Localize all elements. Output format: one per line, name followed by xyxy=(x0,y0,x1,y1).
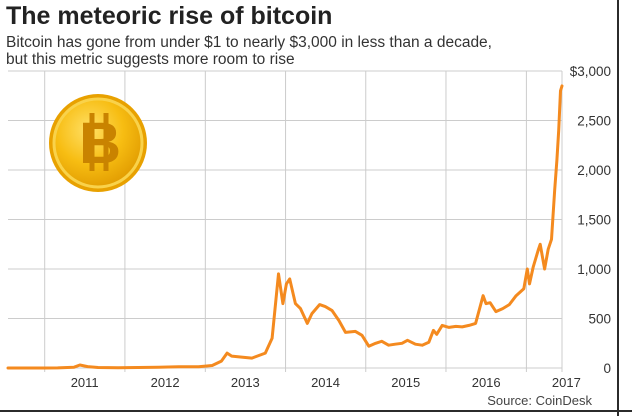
y-axis: 0 500 1,000 1,500 2,000 2,500 $3,000 xyxy=(570,64,611,376)
x-tick-label: 2014 xyxy=(311,375,340,390)
grid-lines xyxy=(8,70,563,372)
y-tick-label: $3,000 xyxy=(570,64,611,79)
x-tick-label: 2016 xyxy=(472,375,501,390)
y-tick-label: 1,000 xyxy=(577,262,611,277)
frame-border-bottom xyxy=(0,410,632,412)
bitcoin-coin-icon: B xyxy=(49,94,147,192)
bitcoin-price-line xyxy=(6,84,564,370)
frame-border-right xyxy=(617,0,619,416)
y-tick-label: 1,500 xyxy=(577,213,611,228)
x-tick-label: 2015 xyxy=(391,375,420,390)
chart-subtitle: Bitcoin has gone from under $1 to nearly… xyxy=(6,34,492,68)
y-tick-label: 2,000 xyxy=(577,163,611,178)
x-tick-label: 2011 xyxy=(71,375,99,390)
x-tick-label: 2012 xyxy=(151,375,180,390)
x-tick-label: 2013 xyxy=(231,375,260,390)
x-tick-label: 2017 xyxy=(552,375,581,390)
bitcoin-glyph: B xyxy=(79,111,121,176)
y-tick-label: 0 xyxy=(603,361,611,376)
chart-title: The meteoric rise of bitcoin xyxy=(6,2,333,30)
subtitle-line-1: Bitcoin has gone from under $1 to nearly… xyxy=(6,34,492,51)
y-tick-label: 500 xyxy=(588,312,611,327)
y-tick-label: 2,500 xyxy=(577,114,611,129)
subtitle-line-2: but this metric suggests more room to ri… xyxy=(6,51,295,68)
source-note: Source: CoinDesk xyxy=(487,393,592,408)
x-axis: 2011 2012 2013 2014 2015 2016 2017 xyxy=(71,375,581,390)
